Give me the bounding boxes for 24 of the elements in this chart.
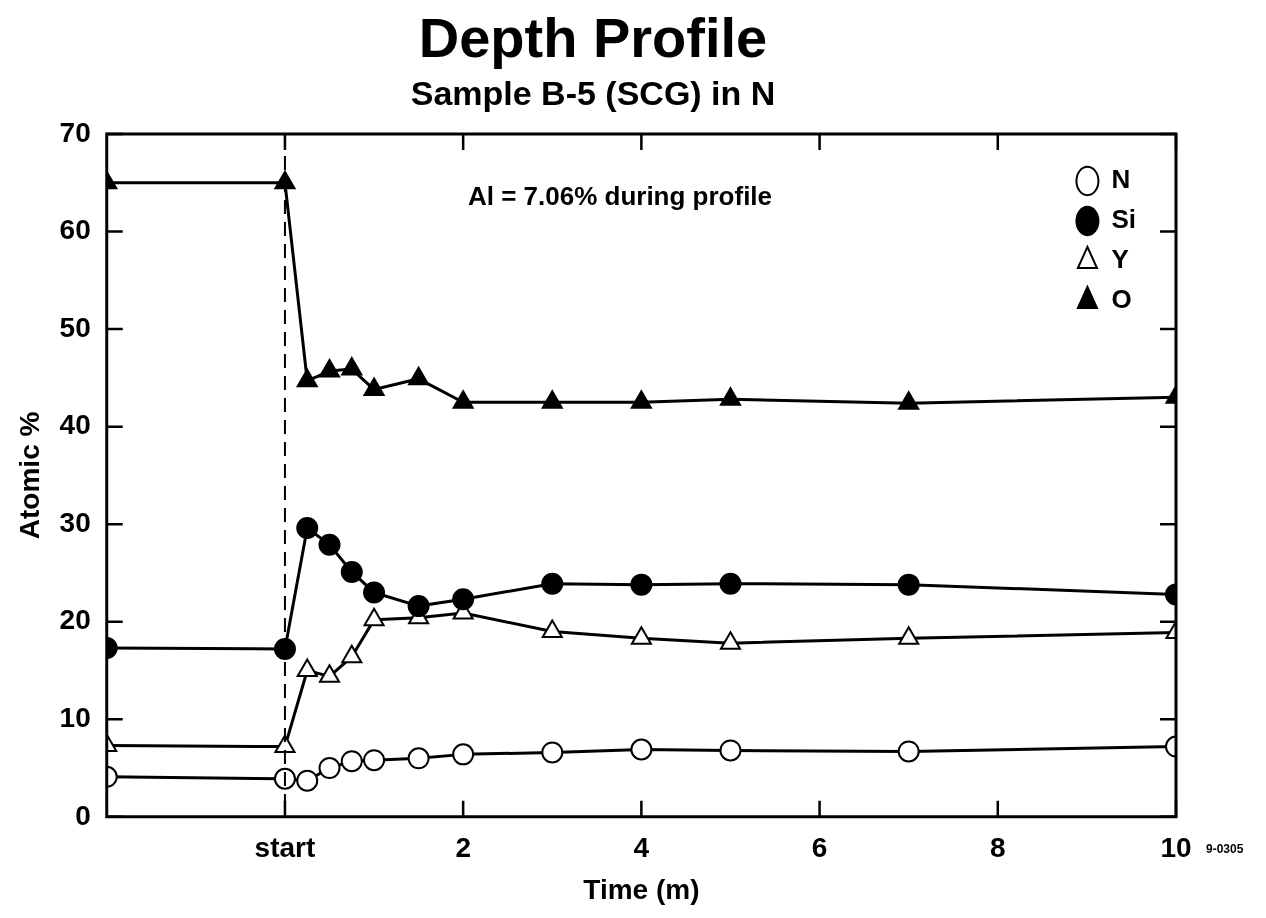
y-tick-label: 0 — [75, 799, 91, 831]
y-tick-label: 10 — [59, 701, 91, 733]
x-axis-title: Time (m) — [583, 873, 700, 905]
y-axis-title: Atomic % — [13, 411, 45, 540]
legend-label: Y — [1111, 244, 1129, 275]
legend-label: Si — [1111, 204, 1137, 235]
x-tick-label: 4 — [633, 832, 650, 864]
y-tick-label: 50 — [59, 311, 91, 343]
y-tick-label: 60 — [59, 214, 91, 246]
x-tick-label: start — [254, 832, 316, 864]
y-tick-label: 30 — [59, 506, 91, 538]
y-tick-label: 40 — [59, 409, 91, 441]
x-tick-label: 8 — [990, 832, 1006, 864]
legend-label: O — [1111, 284, 1132, 315]
chart-title: Depth Profile — [418, 6, 768, 70]
x-tick-label: 2 — [455, 832, 471, 864]
y-tick-label: 70 — [59, 116, 91, 148]
x-tick-label: 6 — [811, 832, 828, 864]
chart-subtitle: Sample B-5 (SCG) in N — [410, 73, 776, 112]
legend-label: N — [1111, 164, 1131, 195]
x-tick-label: 10 — [1160, 832, 1192, 864]
annotation: Al = 7.06% during profile — [467, 181, 773, 212]
y-tick-label: 20 — [59, 604, 91, 636]
text: 9-0305 — [1206, 842, 1244, 857]
